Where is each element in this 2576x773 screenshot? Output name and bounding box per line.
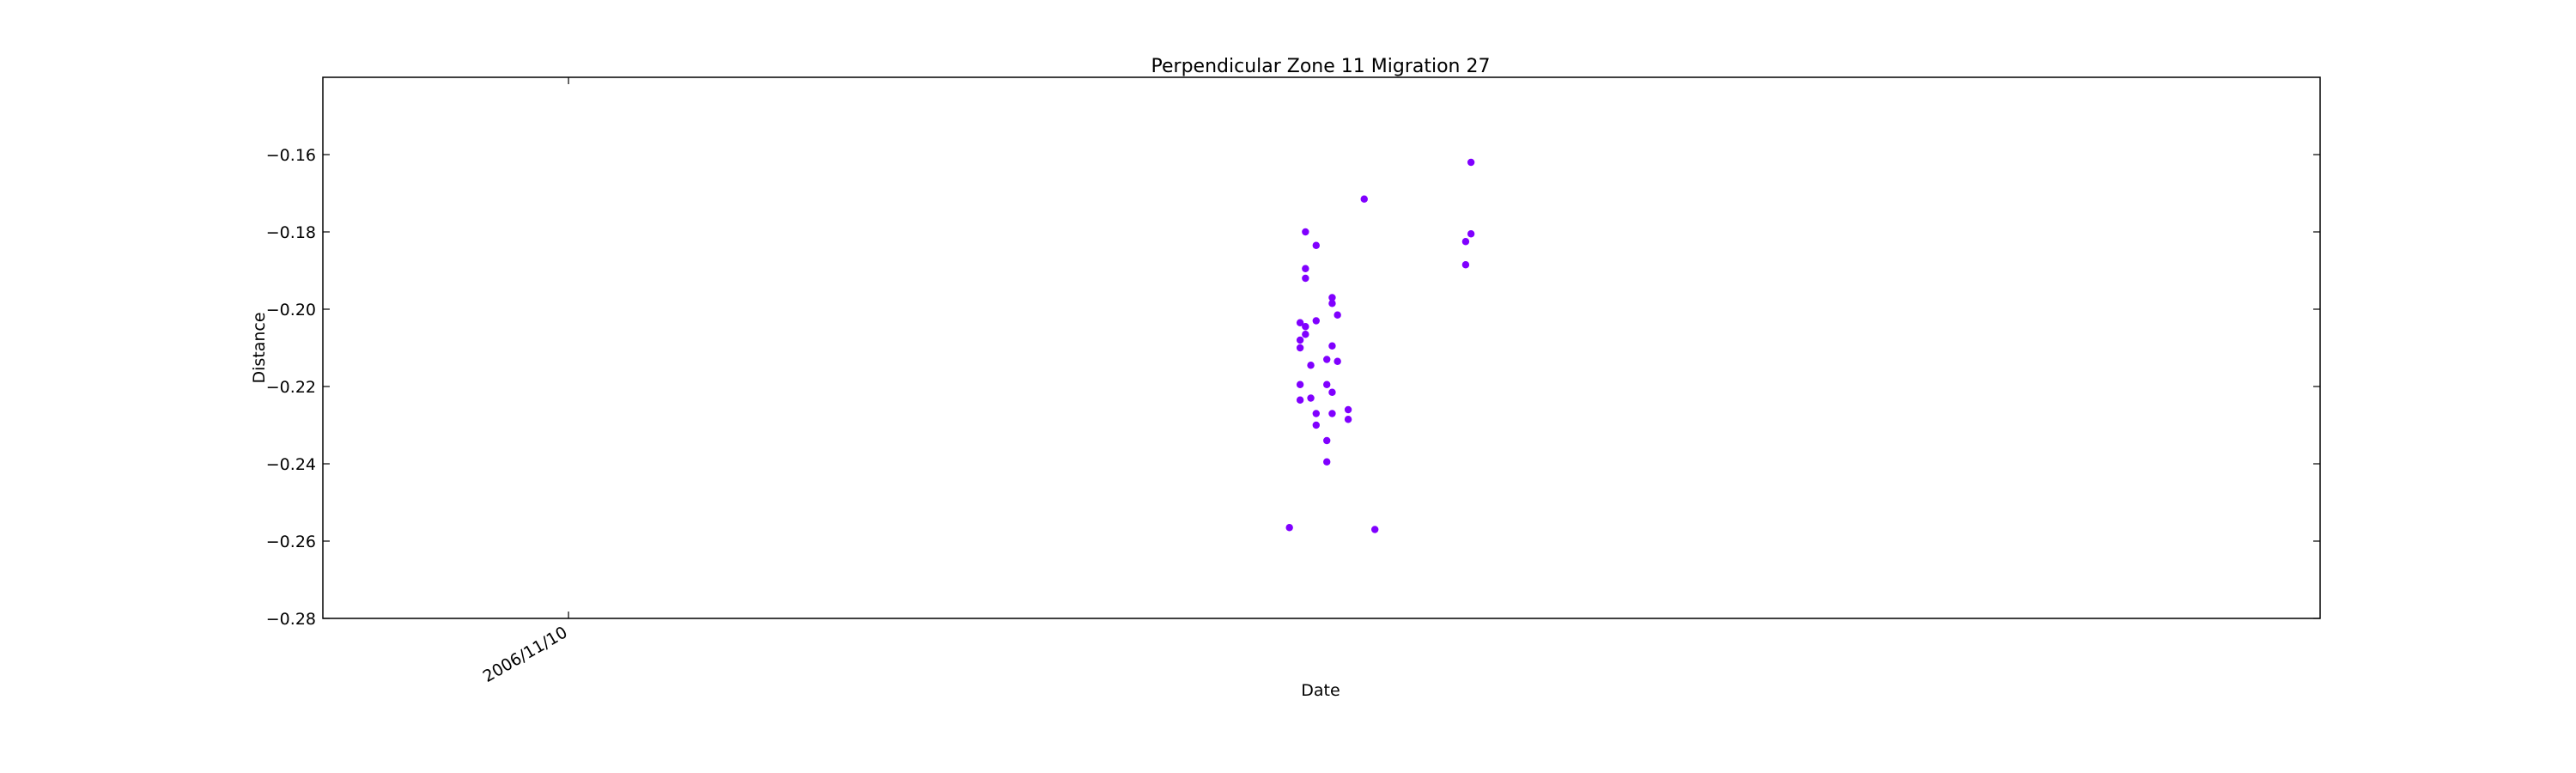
data-point (1334, 311, 1341, 319)
data-point (1328, 410, 1336, 417)
data-point (1285, 524, 1293, 532)
y-axis-title: Distance (250, 312, 269, 383)
data-point (1302, 331, 1309, 338)
scatter-series (1285, 158, 1475, 533)
data-point (1323, 458, 1331, 466)
y-tick-label: −0.26 (266, 533, 316, 551)
data-point (1312, 410, 1320, 417)
x-axis-title: Date (1301, 681, 1340, 700)
data-point (1312, 317, 1320, 325)
data-point (1323, 380, 1331, 388)
data-point (1360, 195, 1368, 203)
y-tick-label: −0.24 (266, 455, 316, 474)
data-point (1323, 436, 1331, 445)
data-point (1328, 294, 1336, 301)
data-point (1328, 388, 1336, 396)
data-point (1302, 274, 1309, 283)
data-point (1328, 342, 1336, 350)
data-point (1370, 526, 1379, 533)
data-point (1296, 396, 1304, 404)
data-point (1296, 344, 1304, 352)
plot-area: −0.28−0.26−0.24−0.22−0.20−0.18−0.16 2006… (266, 76, 2321, 686)
y-tick-label: −0.20 (266, 301, 316, 320)
y-tick-label: −0.28 (266, 610, 316, 629)
data-point (1461, 261, 1470, 269)
data-point (1302, 228, 1309, 236)
y-axis-ticks: −0.28 −0.26 −0.24 −0.22 −0.20 −0.18 −0.16 (266, 146, 2320, 629)
data-point (1302, 265, 1309, 272)
chart-title: Perpendicular Zone 11 Migration 27 (1151, 56, 1491, 77)
data-point (1307, 394, 1315, 402)
y-tick-label: −0.16 (266, 146, 316, 165)
data-point (1296, 336, 1304, 344)
data-point (1467, 230, 1475, 238)
data-point (1328, 300, 1336, 307)
data-point (1344, 416, 1352, 423)
data-point (1307, 362, 1315, 369)
y-tick-label: −0.22 (266, 378, 316, 397)
data-point (1296, 319, 1304, 326)
data-point (1312, 241, 1320, 249)
data-point (1302, 323, 1309, 331)
data-point (1334, 357, 1341, 365)
y-tick-label: −0.18 (266, 223, 316, 242)
data-point (1461, 238, 1470, 246)
plot-frame (322, 76, 2321, 619)
data-point (1323, 356, 1331, 363)
data-point (1344, 405, 1352, 414)
data-point (1467, 158, 1475, 167)
data-point (1312, 421, 1320, 429)
data-point (1296, 380, 1304, 388)
